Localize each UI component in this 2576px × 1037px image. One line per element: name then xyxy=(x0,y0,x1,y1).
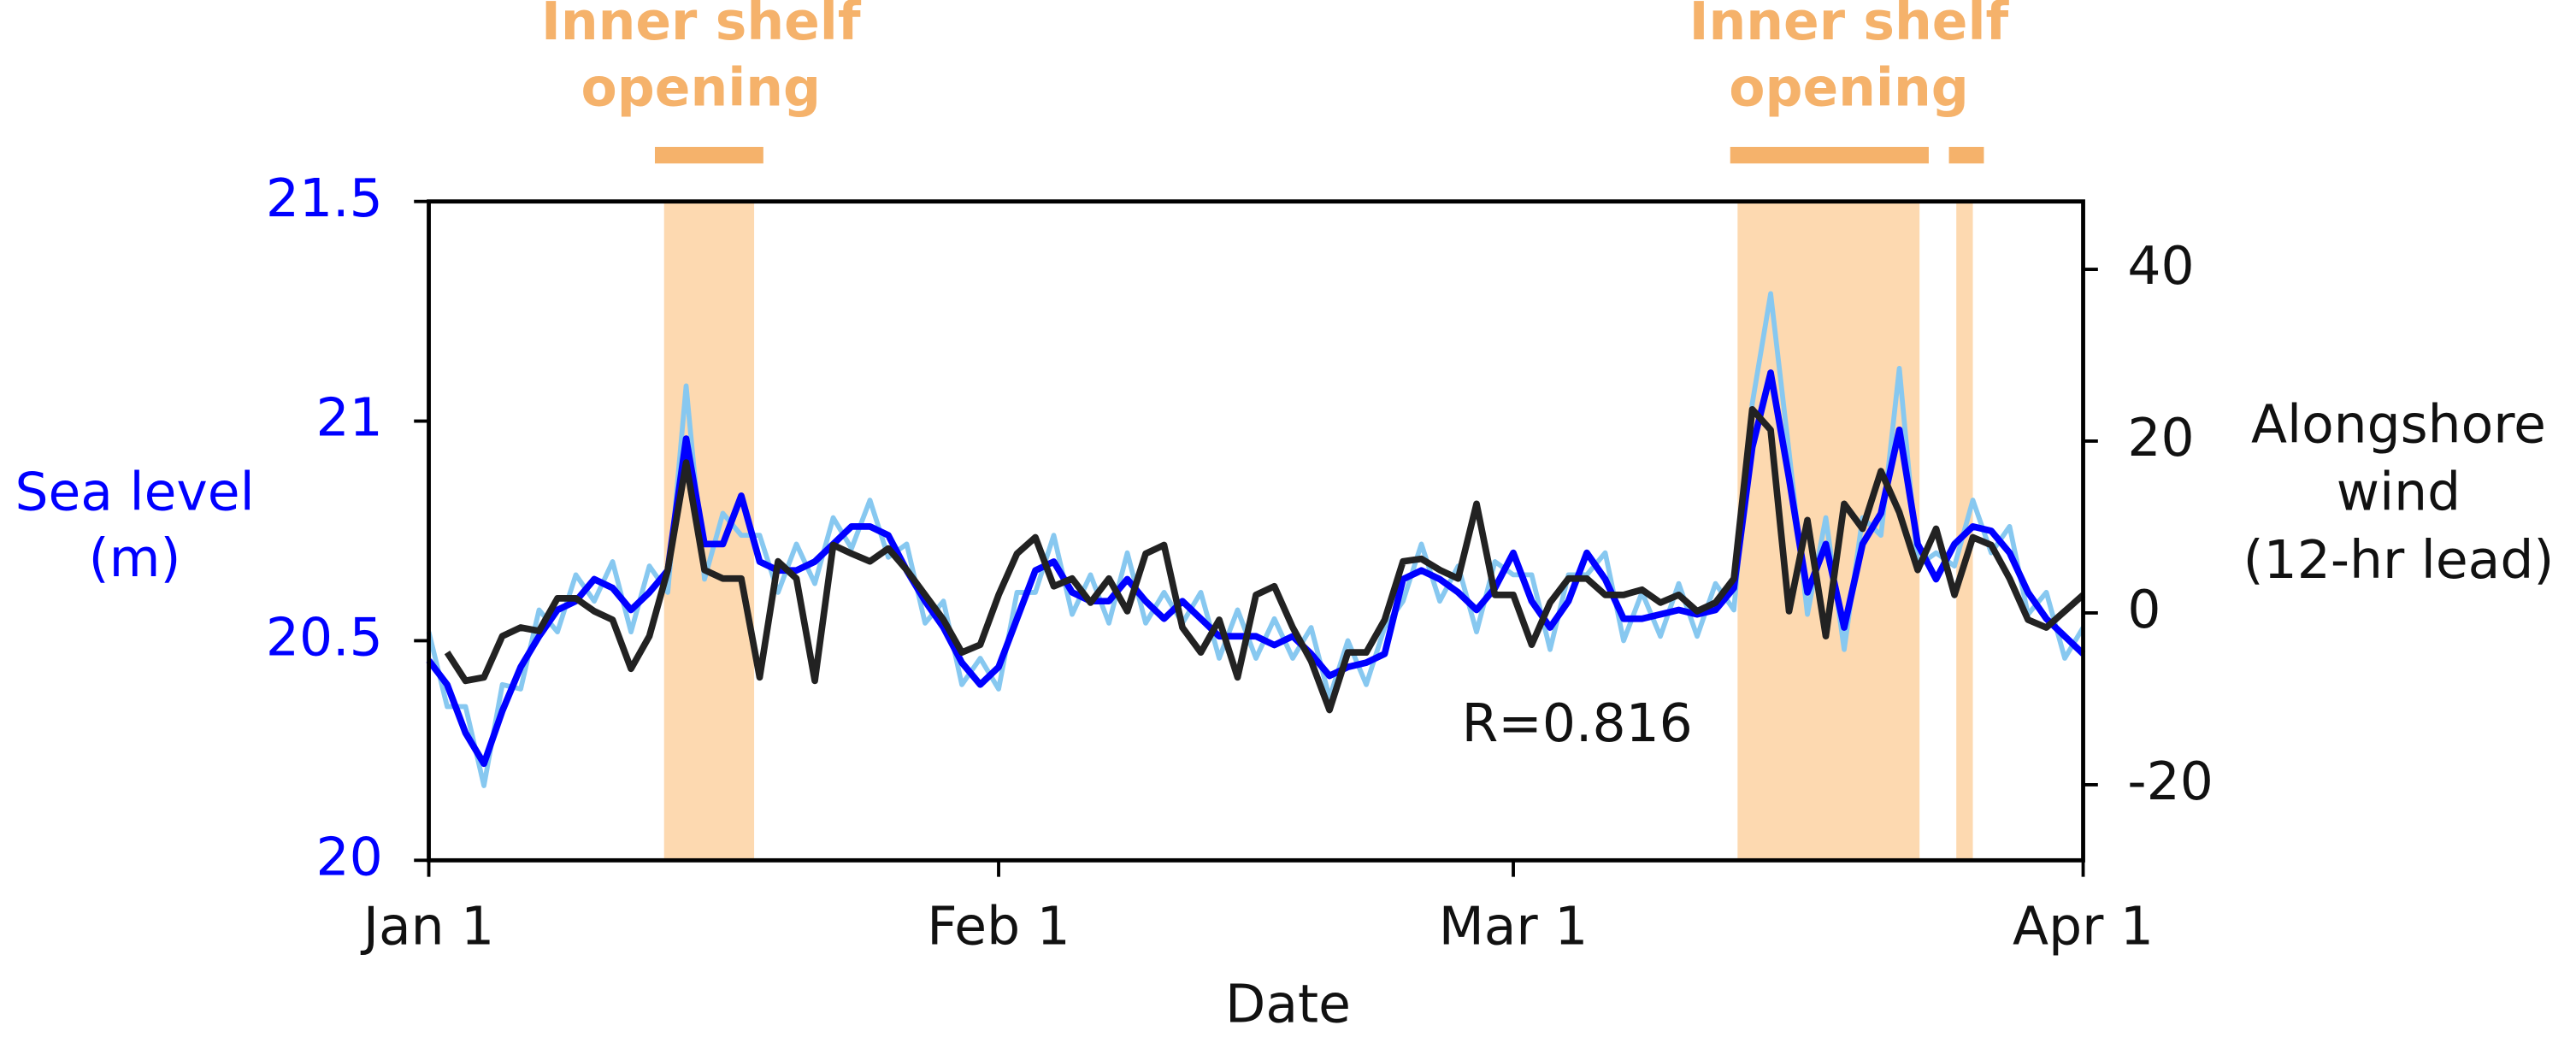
series-line xyxy=(426,369,2086,768)
annotation-text: Inner shelf xyxy=(541,0,862,52)
y2-tick-label: 20 xyxy=(2127,407,2194,468)
plot-frame xyxy=(427,199,2085,863)
y-tick-label: 21.5 xyxy=(266,168,383,229)
y2-axis-label: Alongshore xyxy=(2251,393,2546,455)
annotation-bar xyxy=(1948,146,1984,164)
y-tick-label: 21 xyxy=(316,387,383,449)
x-tick-label: Apr 1 xyxy=(2013,895,2154,957)
annotation-text: opening xyxy=(1729,56,1969,118)
x-axis-label: Date xyxy=(1225,973,1351,1034)
annotation: R=0.816 xyxy=(1462,692,1693,754)
y2-tick-label: 40 xyxy=(2127,235,2194,297)
annotation-bar xyxy=(654,146,763,164)
y-tick-label: 20.5 xyxy=(266,606,383,668)
y-tick-label: 20 xyxy=(316,826,383,887)
x-tick-label: Jan 1 xyxy=(360,895,494,957)
x-tick-label: Feb 1 xyxy=(927,895,1070,957)
series-line xyxy=(444,405,2086,714)
y2-tick-label: -20 xyxy=(2127,751,2213,812)
y-axis-label: (m) xyxy=(89,527,181,589)
annotation-text: Inner shelf xyxy=(1689,0,2010,52)
annotation-bar xyxy=(1730,146,1929,164)
y2-axis-label: wind xyxy=(2337,461,2461,522)
y-axis-label: Sea level xyxy=(15,461,254,522)
lines-layer xyxy=(426,291,2086,788)
y2-axis-label: (12-hr lead) xyxy=(2243,529,2555,591)
series-line xyxy=(426,291,2086,788)
y2-tick-label: 0 xyxy=(2127,579,2160,640)
annotation-text: opening xyxy=(581,56,822,118)
x-tick-label: Mar 1 xyxy=(1439,895,1589,957)
